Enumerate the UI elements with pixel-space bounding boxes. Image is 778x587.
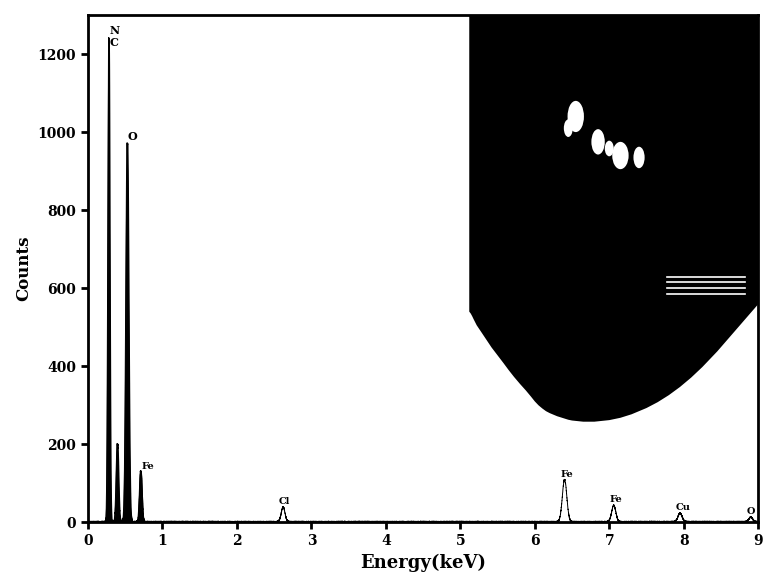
Y-axis label: Counts: Counts bbox=[15, 236, 32, 302]
Text: N: N bbox=[109, 25, 119, 36]
Ellipse shape bbox=[612, 142, 629, 169]
Text: C: C bbox=[109, 37, 118, 48]
Bar bbox=[663, 269, 748, 302]
Text: Fe: Fe bbox=[609, 495, 622, 504]
Polygon shape bbox=[469, 15, 759, 421]
Ellipse shape bbox=[591, 129, 605, 154]
Text: Fe: Fe bbox=[142, 462, 154, 471]
Text: O: O bbox=[128, 131, 138, 142]
Ellipse shape bbox=[568, 101, 584, 132]
X-axis label: Energy(keV): Energy(keV) bbox=[360, 554, 486, 572]
Text: Fe: Fe bbox=[560, 470, 573, 478]
Text: Cu: Cu bbox=[675, 503, 690, 512]
Ellipse shape bbox=[564, 119, 573, 137]
Ellipse shape bbox=[633, 147, 645, 168]
Text: Cl: Cl bbox=[279, 497, 290, 506]
Text: O: O bbox=[746, 507, 755, 516]
Ellipse shape bbox=[605, 141, 614, 156]
